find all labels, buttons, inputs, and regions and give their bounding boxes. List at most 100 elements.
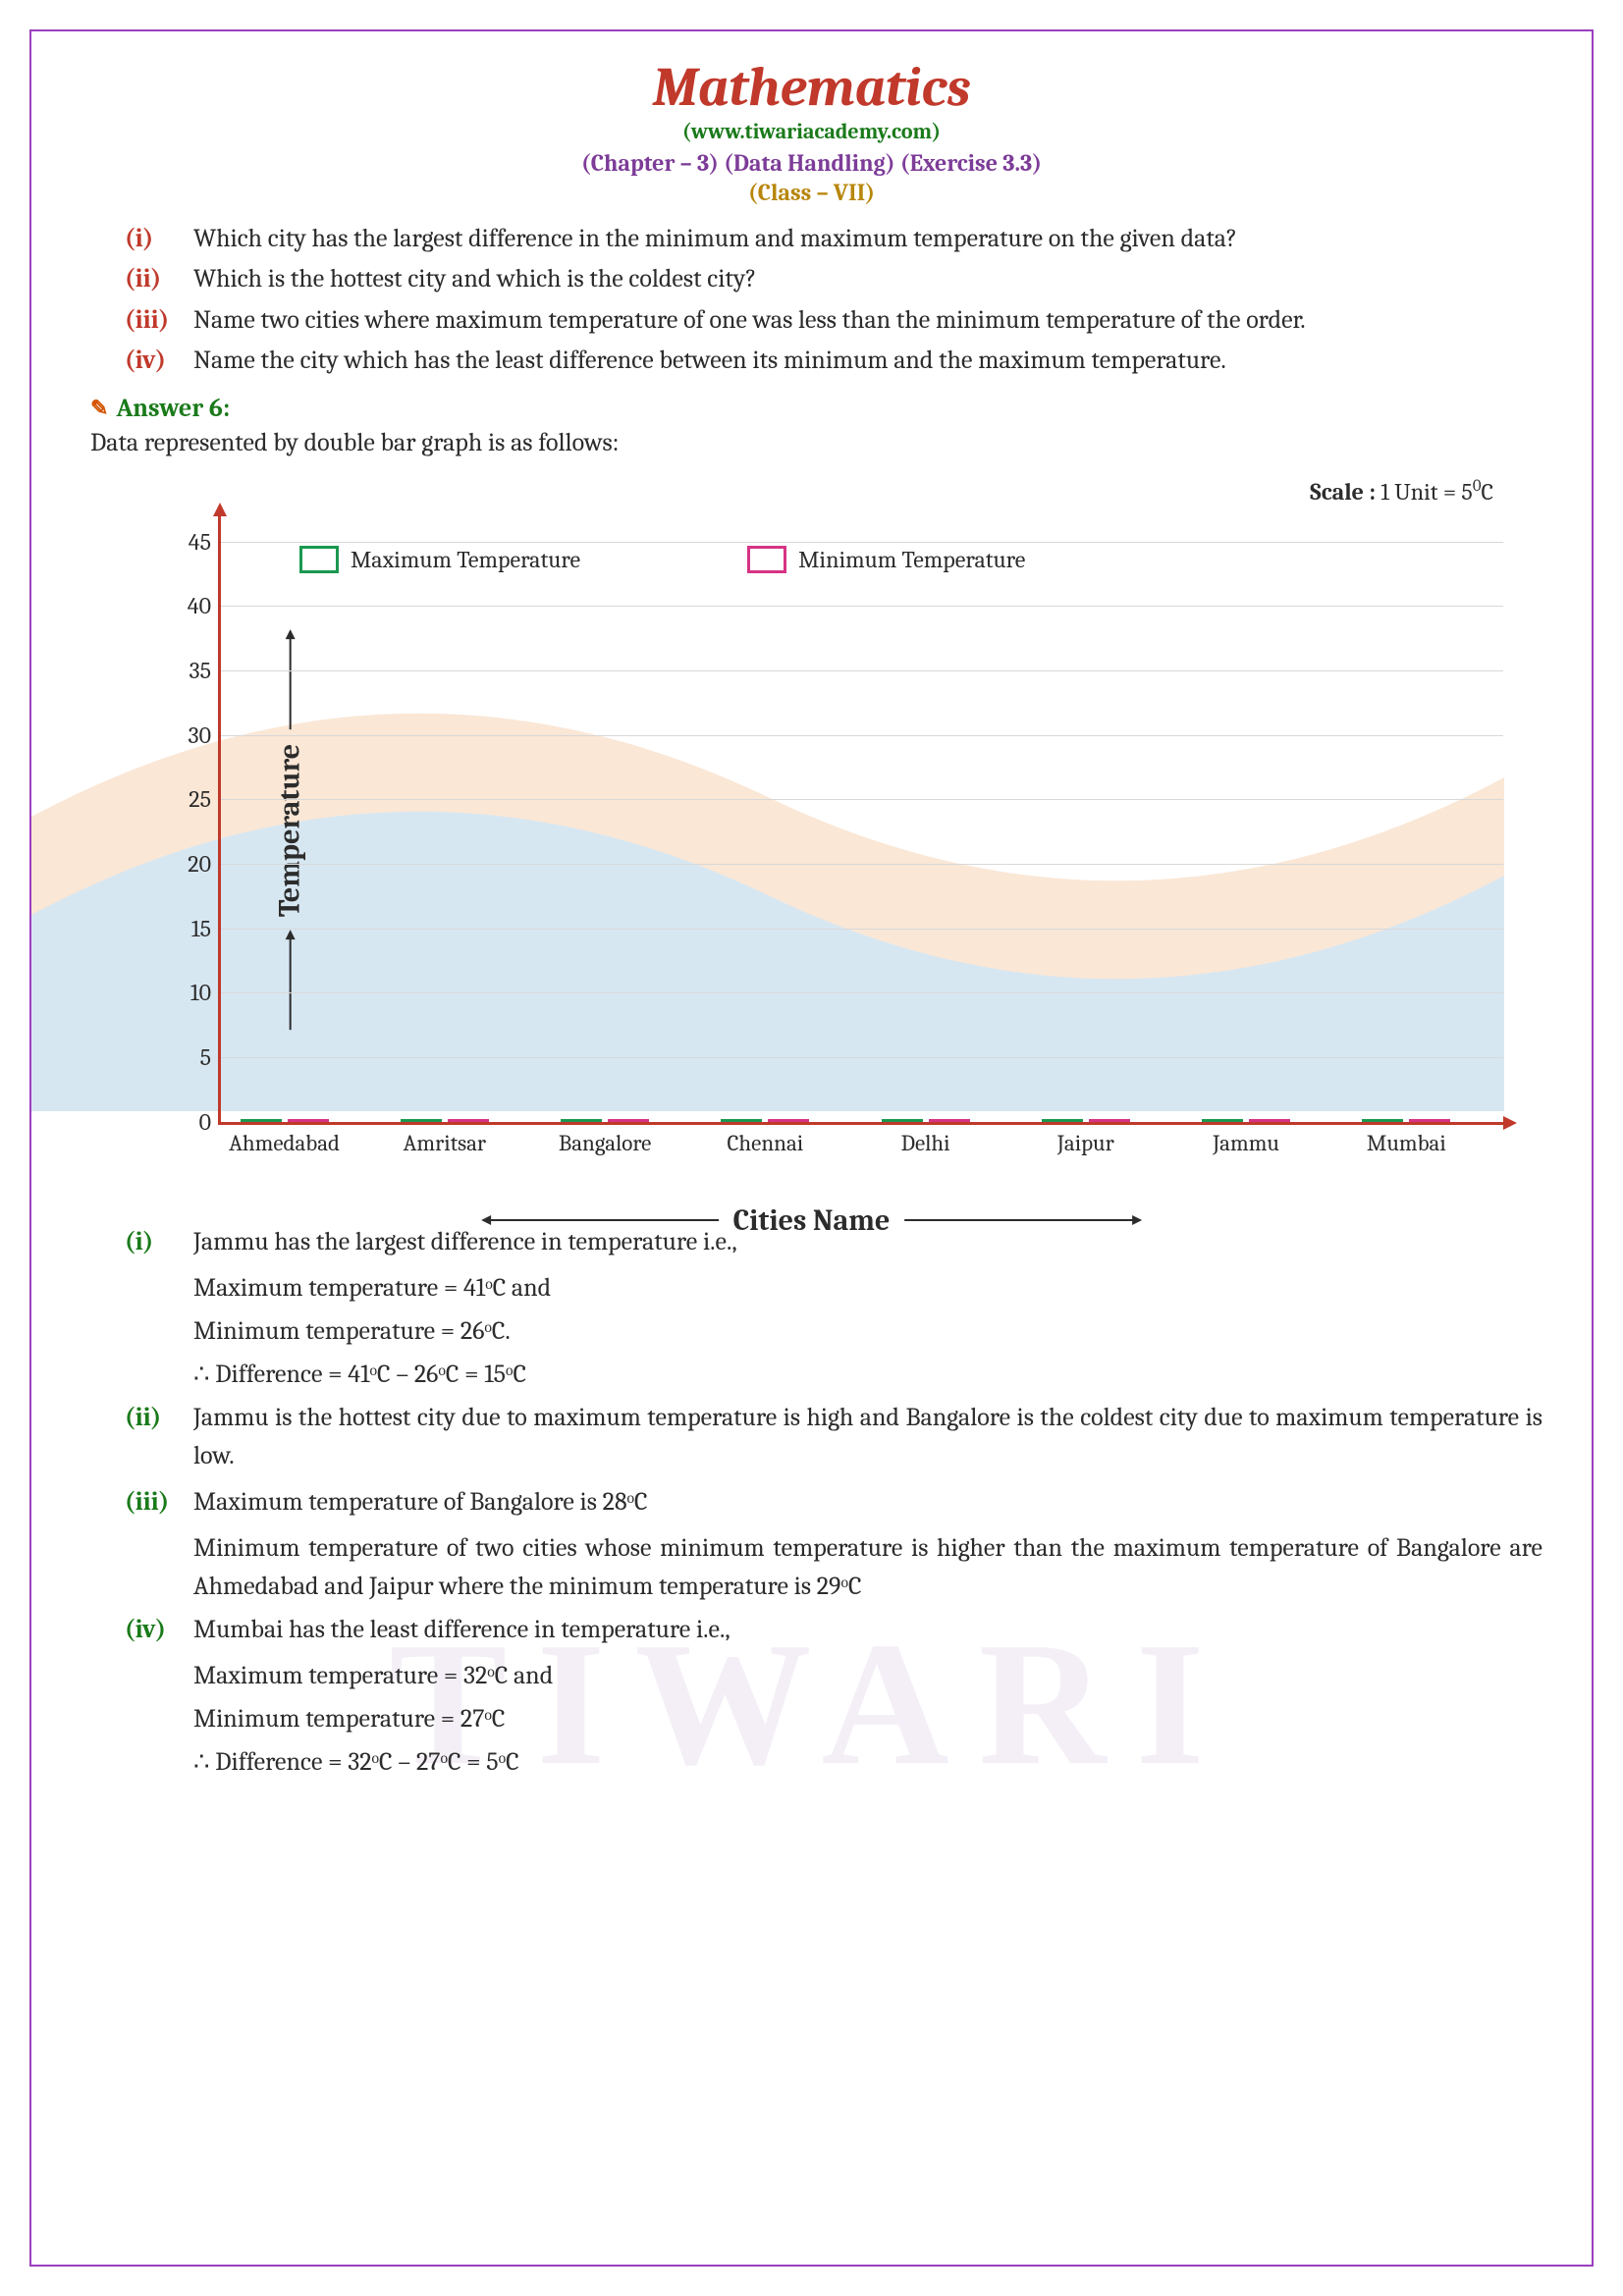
bar-max <box>721 1119 762 1122</box>
answer-subline: Maximum temperature = 41ᵒC and <box>193 1269 1542 1308</box>
legend-max: Maximum Temperature <box>299 546 580 573</box>
question-number: (ii) <box>125 261 193 296</box>
answer-number: (iii) <box>125 1483 193 1522</box>
answer-subline: Minimum temperature of two cities whose … <box>193 1529 1542 1606</box>
question-item: (i)Which city has the largest difference… <box>125 221 1542 256</box>
y-tick-label: 30 <box>172 721 211 749</box>
header: Mathematics (www.tiwariacademy.com) (Cha… <box>81 56 1542 206</box>
y-tick-label: 5 <box>172 1043 211 1071</box>
answer-item: (iv)Mumbai has the least difference in t… <box>125 1611 1542 1649</box>
grid-line <box>221 929 1503 930</box>
grid-line <box>221 799 1503 800</box>
answer-number: (iv) <box>125 1611 193 1649</box>
answer-number: (i) <box>125 1223 193 1261</box>
bar-min <box>1089 1119 1130 1122</box>
question-text: Which is the hottest city and which is t… <box>193 261 1542 296</box>
bar-max <box>882 1119 923 1122</box>
question-list: (i)Which city has the largest difference… <box>125 221 1542 379</box>
answer-text: Jammu is the hottest city due to maximum… <box>193 1399 1542 1475</box>
grid-line <box>221 992 1503 993</box>
y-tick-label: 35 <box>172 657 211 684</box>
class-line: (Class – VII) <box>81 179 1542 206</box>
bar-min <box>768 1119 809 1122</box>
answer-text: Mumbai has the least difference in tempe… <box>193 1611 1542 1649</box>
question-number: (iv) <box>125 343 193 378</box>
answer-heading-text: Answer 6: <box>116 394 230 423</box>
grid-line <box>221 1057 1503 1058</box>
scale-suffix: C <box>1482 478 1493 506</box>
bar-pair: Mumbai <box>1362 1119 1450 1122</box>
x-category-label: Jammu <box>1213 1130 1279 1156</box>
answer-text: Maximum temperature of Bangalore is 28ᵒC <box>193 1483 1542 1522</box>
y-tick-label: 45 <box>172 528 211 556</box>
bar-pair: Bangalore <box>561 1119 649 1122</box>
site-link: (www.tiwariacademy.com) <box>81 119 1542 144</box>
page-frame: Mathematics (www.tiwariacademy.com) (Cha… <box>29 29 1594 2267</box>
chapter-line: (Chapter – 3) (Data Handling) (Exercise … <box>81 149 1542 177</box>
bar-max <box>1042 1119 1083 1122</box>
page-title: Mathematics <box>81 56 1542 119</box>
grid-line <box>221 864 1503 865</box>
bar-min <box>929 1119 970 1122</box>
bar-min <box>608 1119 649 1122</box>
bar-pair: Jammu <box>1202 1119 1290 1122</box>
answer-subline: Maximum temperature = 32ᵒC and <box>193 1657 1542 1695</box>
plot-region: Maximum Temperature Minimum Temperature … <box>218 516 1503 1125</box>
grid-line <box>221 735 1503 736</box>
scale-prefix: Scale : <box>1310 478 1376 506</box>
question-item: (iv)Name the city which has the least di… <box>125 343 1542 378</box>
y-tick-label: 15 <box>172 915 211 942</box>
chart-legend: Maximum Temperature Minimum Temperature <box>299 546 1025 573</box>
answer-subline: Minimum temperature = 26ᵒC. <box>193 1312 1542 1351</box>
question-text: Name two cities where maximum temperatur… <box>193 302 1542 338</box>
bar-pair: Chennai <box>721 1119 809 1122</box>
y-tick-label: 10 <box>172 979 211 1006</box>
answer-number: (ii) <box>125 1399 193 1475</box>
intro-text: Data represented by double bar graph is … <box>90 428 1542 457</box>
y-tick-label: 40 <box>172 592 211 619</box>
bar-min <box>1249 1119 1290 1122</box>
bar-min <box>288 1119 329 1122</box>
y-tick-label: 25 <box>172 785 211 813</box>
y-tick-label: 0 <box>172 1108 211 1136</box>
legend-min: Minimum Temperature <box>747 546 1025 573</box>
pencil-icon: ✎ <box>90 396 108 421</box>
grid-line <box>221 670 1503 671</box>
question-number: (iii) <box>125 302 193 338</box>
answer-subline: ∴ Difference = 41ᵒC – 26ᵒC = 15ᵒC <box>193 1356 1542 1394</box>
bar-pair: Amritsar <box>401 1119 489 1122</box>
legend-min-label: Minimum Temperature <box>798 546 1025 573</box>
x-category-label: Bangalore <box>559 1130 651 1156</box>
question-item: (ii)Which is the hottest city and which … <box>125 261 1542 296</box>
answer-item: (iii)Maximum temperature of Bangalore is… <box>125 1483 1542 1522</box>
answers-block: (i)Jammu has the largest difference in t… <box>125 1223 1542 1782</box>
bar-min <box>1409 1119 1450 1122</box>
question-text: Name the city which has the least differ… <box>193 343 1542 378</box>
legend-max-label: Maximum Temperature <box>351 546 580 573</box>
question-item: (iii)Name two cities where maximum tempe… <box>125 302 1542 338</box>
question-number: (i) <box>125 221 193 256</box>
answer-subline: Minimum temperature = 27ᵒC <box>193 1700 1542 1738</box>
bar-max <box>1362 1119 1403 1122</box>
question-text: Which city has the largest difference in… <box>193 221 1542 256</box>
answer-text: Jammu has the largest difference in temp… <box>193 1223 1542 1261</box>
bar-pair: Delhi <box>882 1119 970 1122</box>
grid-line <box>221 542 1503 543</box>
bar-chart: Scale : 1 Unit = 50C Temperature Maximum… <box>100 477 1523 1184</box>
x-category-label: Ahmedabad <box>229 1130 340 1156</box>
x-category-label: Delhi <box>901 1130 950 1156</box>
grid-line <box>221 606 1503 607</box>
bar-pair: Jaipur <box>1042 1119 1130 1122</box>
scale-label: Scale : 1 Unit = 50C <box>1310 477 1493 506</box>
legend-swatch-max <box>299 546 339 573</box>
answer-heading: ✎ Answer 6: <box>90 394 1542 423</box>
bar-max <box>401 1119 442 1122</box>
x-category-label: Chennai <box>727 1130 803 1156</box>
answer-item: (ii)Jammu is the hottest city due to max… <box>125 1399 1542 1475</box>
answer-subline: ∴ Difference = 32ᵒC – 27ᵒC = 5ᵒC <box>193 1743 1542 1782</box>
bar-min <box>448 1119 489 1122</box>
x-category-label: Jaipur <box>1057 1130 1114 1156</box>
y-tick-label: 20 <box>172 850 211 878</box>
scale-text: 1 Unit = 5 <box>1376 478 1473 506</box>
bar-max <box>241 1119 282 1122</box>
